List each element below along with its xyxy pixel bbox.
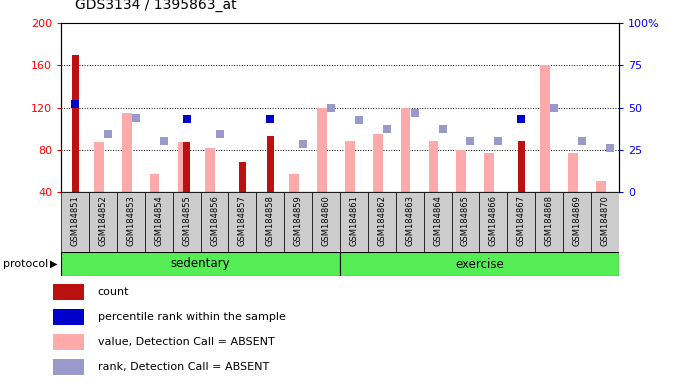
Text: value, Detection Call = ABSENT: value, Detection Call = ABSENT bbox=[98, 337, 275, 347]
Text: GSM184859: GSM184859 bbox=[294, 195, 303, 246]
Bar bbox=[368, 192, 396, 252]
Bar bbox=[340, 192, 368, 252]
Text: GSM184864: GSM184864 bbox=[433, 195, 442, 246]
Text: GSM184855: GSM184855 bbox=[182, 195, 191, 246]
Text: GSM184869: GSM184869 bbox=[573, 195, 581, 246]
Text: percentile rank within the sample: percentile rank within the sample bbox=[98, 312, 286, 322]
Text: protocol: protocol bbox=[3, 259, 49, 269]
Bar bbox=[256, 192, 284, 252]
Bar bbox=[205, 148, 216, 192]
Text: GSM184862: GSM184862 bbox=[377, 195, 386, 246]
Text: GSM184852: GSM184852 bbox=[99, 195, 107, 246]
Bar bbox=[563, 192, 591, 252]
Text: sedentary: sedentary bbox=[171, 258, 231, 270]
Text: GSM184854: GSM184854 bbox=[154, 195, 163, 246]
Text: GSM184866: GSM184866 bbox=[489, 195, 498, 246]
Bar bbox=[591, 192, 619, 252]
Bar bbox=[89, 192, 117, 252]
Bar bbox=[53, 309, 84, 325]
Text: GSM184863: GSM184863 bbox=[405, 195, 414, 246]
Text: GSM184867: GSM184867 bbox=[517, 195, 526, 246]
Bar bbox=[317, 108, 327, 192]
Text: GSM184853: GSM184853 bbox=[126, 195, 135, 246]
Bar bbox=[345, 141, 355, 192]
Bar bbox=[228, 192, 256, 252]
Bar bbox=[183, 142, 190, 192]
Bar bbox=[428, 141, 439, 192]
Bar bbox=[568, 153, 578, 192]
Bar bbox=[456, 150, 466, 192]
Bar bbox=[396, 192, 424, 252]
Bar bbox=[340, 252, 619, 276]
Text: GDS3134 / 1395863_at: GDS3134 / 1395863_at bbox=[75, 0, 237, 12]
Bar bbox=[117, 192, 145, 252]
Bar bbox=[373, 134, 383, 192]
Text: GSM184861: GSM184861 bbox=[350, 195, 358, 246]
Bar bbox=[71, 55, 79, 192]
Text: GSM184860: GSM184860 bbox=[322, 195, 330, 246]
Bar bbox=[540, 65, 550, 192]
Bar bbox=[94, 142, 104, 192]
Bar bbox=[484, 153, 494, 192]
Text: exercise: exercise bbox=[455, 258, 504, 270]
Text: GSM184870: GSM184870 bbox=[600, 195, 609, 246]
Bar bbox=[53, 334, 84, 350]
Bar bbox=[479, 192, 507, 252]
Bar bbox=[150, 174, 160, 192]
Text: GSM184865: GSM184865 bbox=[461, 195, 470, 246]
Bar bbox=[122, 113, 132, 192]
Text: rank, Detection Call = ABSENT: rank, Detection Call = ABSENT bbox=[98, 362, 269, 372]
Bar bbox=[201, 192, 228, 252]
Bar bbox=[452, 192, 479, 252]
Bar bbox=[173, 192, 201, 252]
Bar bbox=[289, 174, 299, 192]
Text: GSM184856: GSM184856 bbox=[210, 195, 219, 246]
Bar bbox=[61, 192, 89, 252]
Bar bbox=[312, 192, 340, 252]
Bar bbox=[267, 136, 274, 192]
Bar bbox=[61, 252, 340, 276]
Bar bbox=[284, 192, 312, 252]
Bar bbox=[239, 162, 246, 192]
Bar bbox=[53, 359, 84, 375]
Text: count: count bbox=[98, 287, 129, 297]
Bar bbox=[145, 192, 173, 252]
Bar bbox=[424, 192, 452, 252]
Text: GSM184868: GSM184868 bbox=[545, 195, 554, 246]
Text: GSM184857: GSM184857 bbox=[238, 195, 247, 246]
Text: GSM184858: GSM184858 bbox=[266, 195, 275, 246]
Text: ▶: ▶ bbox=[50, 259, 57, 269]
Bar bbox=[53, 284, 84, 300]
Bar bbox=[535, 192, 563, 252]
Bar bbox=[401, 108, 411, 192]
Bar bbox=[177, 142, 188, 192]
Bar bbox=[517, 141, 525, 192]
Bar bbox=[507, 192, 535, 252]
Text: GSM184851: GSM184851 bbox=[71, 195, 80, 246]
Bar bbox=[596, 182, 606, 192]
